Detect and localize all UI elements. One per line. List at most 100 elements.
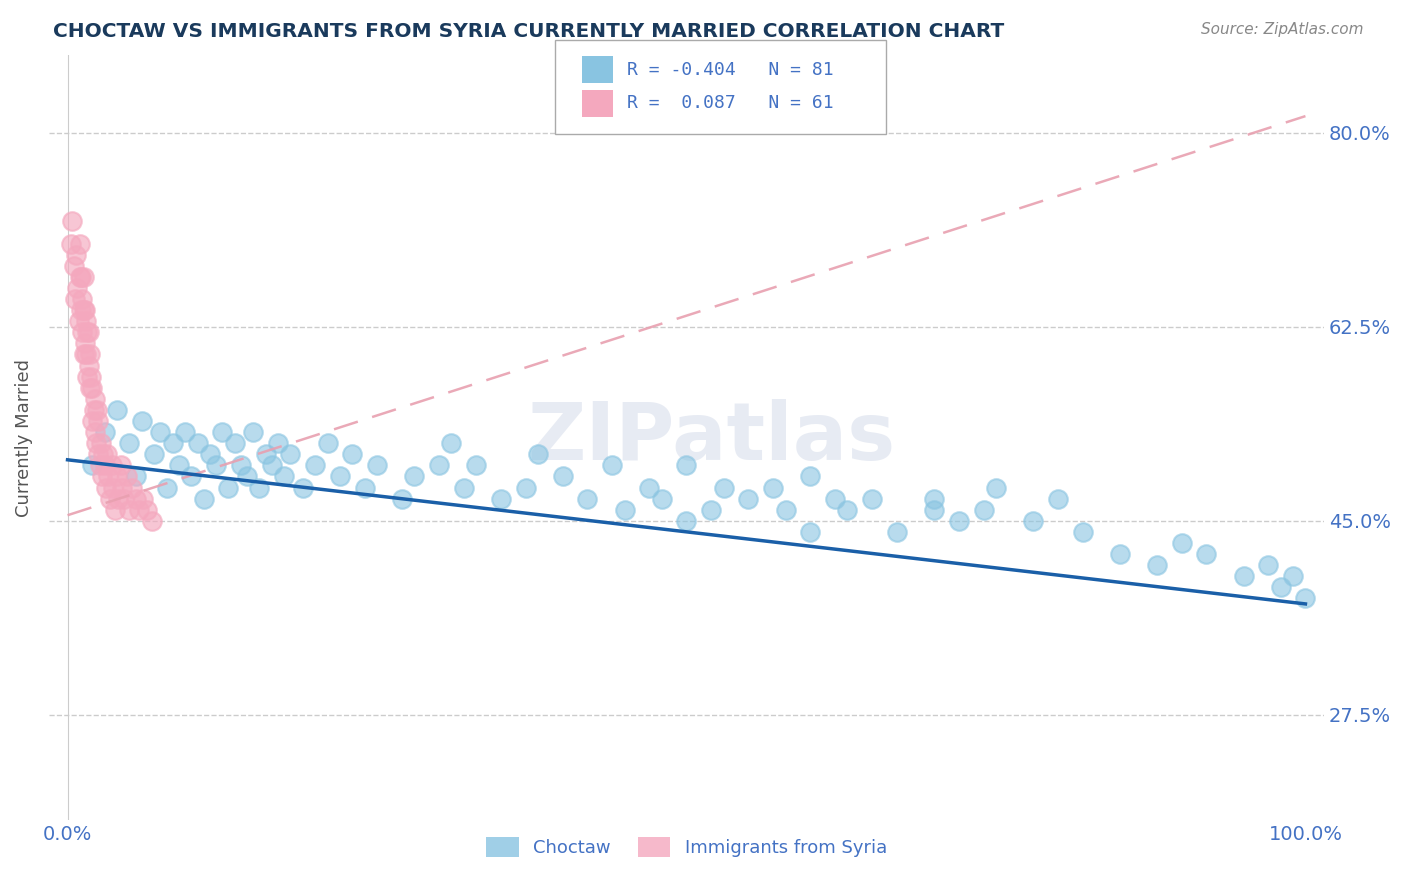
Point xyxy=(110,458,132,473)
Point xyxy=(87,414,110,428)
Text: ZIPatlas: ZIPatlas xyxy=(527,399,896,476)
Point xyxy=(837,502,859,516)
Point xyxy=(118,436,141,450)
Point xyxy=(224,436,246,450)
Point xyxy=(1022,514,1045,528)
Point xyxy=(76,369,98,384)
Point xyxy=(111,481,134,495)
Point xyxy=(217,481,239,495)
Point xyxy=(84,436,107,450)
Point xyxy=(76,326,98,340)
Point xyxy=(96,447,118,461)
Point xyxy=(87,447,110,461)
Point xyxy=(103,502,125,516)
Point xyxy=(72,269,94,284)
Point xyxy=(427,458,450,473)
Point xyxy=(527,447,550,461)
Point xyxy=(260,458,283,473)
Point xyxy=(79,381,101,395)
Point xyxy=(91,469,114,483)
Point xyxy=(1108,547,1130,561)
Point xyxy=(291,481,314,495)
Point xyxy=(242,425,264,439)
Point xyxy=(1170,536,1192,550)
Point xyxy=(713,481,735,495)
Point xyxy=(132,491,155,506)
Point xyxy=(186,436,208,450)
Text: R =  0.087   N = 61: R = 0.087 N = 61 xyxy=(627,95,834,112)
Point xyxy=(453,481,475,495)
Point xyxy=(515,481,537,495)
Point xyxy=(107,491,129,506)
Point xyxy=(198,447,221,461)
Point xyxy=(65,248,87,262)
Point xyxy=(700,502,723,516)
Point xyxy=(86,403,108,417)
Point xyxy=(984,481,1007,495)
Point xyxy=(167,458,190,473)
Point xyxy=(737,491,759,506)
Point xyxy=(174,425,197,439)
Point xyxy=(353,481,375,495)
Point xyxy=(70,303,93,318)
Point xyxy=(1146,558,1168,573)
Point xyxy=(551,469,574,483)
Point xyxy=(75,314,97,328)
Point xyxy=(82,458,104,473)
Point xyxy=(103,481,125,495)
Point xyxy=(1046,491,1069,506)
Text: Source: ZipAtlas.com: Source: ZipAtlas.com xyxy=(1201,22,1364,37)
Point xyxy=(72,326,94,340)
Point xyxy=(249,481,271,495)
Point xyxy=(69,236,91,251)
Point xyxy=(1294,591,1316,606)
Point xyxy=(118,502,141,516)
Point xyxy=(62,259,84,273)
Point xyxy=(465,458,488,473)
Point xyxy=(62,214,84,228)
Point xyxy=(90,436,112,450)
Point xyxy=(93,425,115,439)
Point xyxy=(73,303,96,318)
Point xyxy=(72,303,94,318)
Point xyxy=(1257,558,1279,573)
Point xyxy=(66,281,89,295)
Point xyxy=(83,403,105,417)
Point xyxy=(860,491,883,506)
Point xyxy=(143,447,166,461)
Point xyxy=(79,347,101,361)
Point xyxy=(124,469,146,483)
Point xyxy=(73,336,96,351)
Point xyxy=(93,458,115,473)
Text: CHOCTAW VS IMMIGRANTS FROM SYRIA CURRENTLY MARRIED CORRELATION CHART: CHOCTAW VS IMMIGRANTS FROM SYRIA CURRENT… xyxy=(53,22,1005,41)
Point xyxy=(60,236,83,251)
Point xyxy=(613,502,636,516)
Point xyxy=(128,502,150,516)
Point xyxy=(799,524,821,539)
Point xyxy=(121,481,143,495)
Point xyxy=(236,469,259,483)
Point xyxy=(69,269,91,284)
Point xyxy=(94,481,117,495)
Point xyxy=(576,491,599,506)
Point xyxy=(67,314,90,328)
Point xyxy=(973,502,995,516)
Point xyxy=(1282,569,1305,583)
Point xyxy=(922,502,945,516)
Point xyxy=(304,458,326,473)
Point xyxy=(180,469,202,483)
Point xyxy=(72,292,94,306)
Point xyxy=(280,447,302,461)
Point xyxy=(267,436,290,450)
Point xyxy=(440,436,463,450)
Point xyxy=(105,403,128,417)
Point xyxy=(205,458,228,473)
Point xyxy=(342,447,364,461)
Point xyxy=(70,269,93,284)
Text: R = -0.404   N = 81: R = -0.404 N = 81 xyxy=(627,61,834,78)
Point xyxy=(97,469,120,483)
Point xyxy=(77,326,100,340)
Point xyxy=(124,491,146,506)
Point xyxy=(149,425,172,439)
Point xyxy=(489,491,512,506)
